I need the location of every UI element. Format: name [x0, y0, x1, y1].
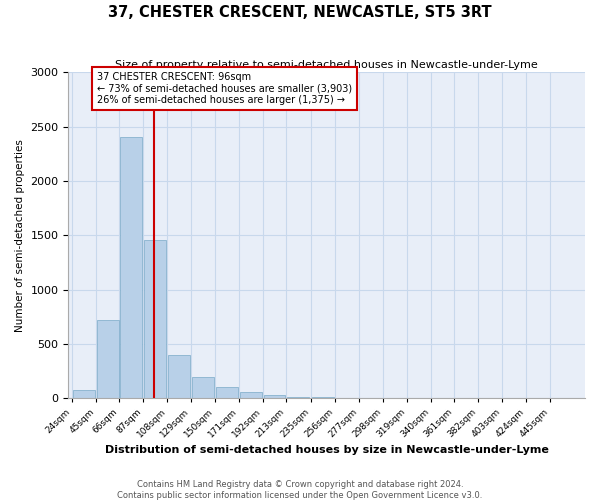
Text: 37, CHESTER CRESCENT, NEWCASTLE, ST5 3RT: 37, CHESTER CRESCENT, NEWCASTLE, ST5 3RT [108, 5, 492, 20]
Bar [192, 376, 214, 398]
Bar [121, 138, 142, 398]
Bar [287, 396, 309, 398]
X-axis label: Distribution of semi-detached houses by size in Newcastle-under-Lyme: Distribution of semi-detached houses by … [105, 445, 548, 455]
Bar [263, 394, 286, 398]
Text: Contains HM Land Registry data © Crown copyright and database right 2024.
Contai: Contains HM Land Registry data © Crown c… [118, 480, 482, 500]
Bar [144, 240, 166, 398]
Bar [73, 390, 95, 398]
Bar [239, 392, 262, 398]
Title: Size of property relative to semi-detached houses in Newcastle-under-Lyme: Size of property relative to semi-detach… [115, 60, 538, 70]
Text: 37 CHESTER CRESCENT: 96sqm
← 73% of semi-detached houses are smaller (3,903)
26%: 37 CHESTER CRESCENT: 96sqm ← 73% of semi… [97, 72, 352, 106]
Bar [168, 355, 190, 399]
Bar [97, 320, 119, 398]
Bar [216, 388, 238, 398]
Y-axis label: Number of semi-detached properties: Number of semi-detached properties [15, 139, 25, 332]
